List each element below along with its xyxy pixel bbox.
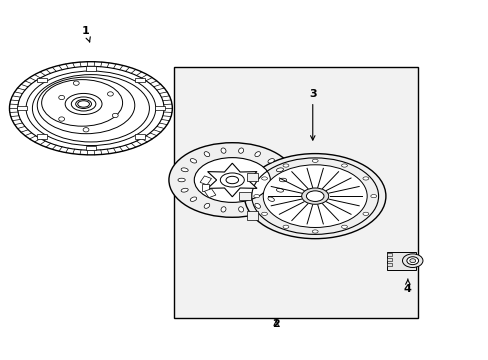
Bar: [386, 253, 391, 256]
Ellipse shape: [362, 212, 368, 215]
Ellipse shape: [283, 225, 288, 228]
Ellipse shape: [370, 194, 376, 198]
Bar: [239, 192, 250, 201]
Text: 2: 2: [272, 319, 280, 329]
Bar: [135, 78, 144, 82]
Ellipse shape: [238, 207, 243, 212]
Ellipse shape: [194, 158, 270, 202]
Ellipse shape: [190, 159, 196, 163]
Ellipse shape: [254, 203, 260, 208]
Ellipse shape: [204, 203, 209, 208]
Ellipse shape: [261, 177, 267, 180]
Text: 4: 4: [403, 279, 411, 294]
Ellipse shape: [283, 164, 288, 167]
Ellipse shape: [301, 188, 328, 204]
Ellipse shape: [306, 191, 324, 202]
Bar: [135, 134, 144, 139]
Bar: [386, 258, 391, 261]
Ellipse shape: [261, 212, 267, 215]
Bar: [204, 189, 215, 198]
Ellipse shape: [204, 152, 209, 157]
Ellipse shape: [341, 225, 346, 228]
Text: 1: 1: [82, 26, 90, 42]
Circle shape: [59, 117, 64, 121]
Ellipse shape: [221, 148, 225, 153]
Bar: [86, 66, 96, 71]
Bar: [246, 211, 258, 220]
Polygon shape: [207, 163, 257, 197]
Ellipse shape: [263, 165, 366, 228]
Ellipse shape: [238, 148, 243, 153]
Ellipse shape: [312, 159, 318, 162]
Ellipse shape: [254, 152, 260, 157]
Ellipse shape: [362, 177, 368, 180]
Circle shape: [112, 113, 118, 118]
Ellipse shape: [312, 230, 318, 233]
Ellipse shape: [178, 178, 185, 182]
Ellipse shape: [244, 154, 385, 239]
Ellipse shape: [267, 159, 274, 163]
Bar: [201, 184, 209, 191]
Ellipse shape: [409, 259, 415, 263]
Bar: [17, 106, 26, 111]
Bar: [246, 173, 258, 181]
Ellipse shape: [279, 178, 286, 182]
Ellipse shape: [181, 188, 188, 192]
Bar: [155, 106, 164, 111]
Bar: [37, 134, 47, 139]
Circle shape: [59, 95, 64, 100]
Ellipse shape: [225, 176, 238, 184]
Bar: [200, 176, 211, 185]
Circle shape: [107, 92, 113, 96]
Ellipse shape: [276, 188, 283, 192]
Ellipse shape: [168, 143, 295, 217]
Ellipse shape: [276, 168, 283, 172]
Ellipse shape: [190, 197, 196, 201]
Circle shape: [73, 81, 79, 85]
Text: 3: 3: [308, 89, 316, 140]
Bar: [86, 146, 96, 150]
Bar: [173, 67, 417, 318]
Ellipse shape: [341, 164, 346, 167]
Ellipse shape: [78, 101, 89, 107]
Bar: [37, 78, 47, 82]
Ellipse shape: [181, 168, 188, 172]
Ellipse shape: [253, 194, 259, 198]
Circle shape: [83, 128, 89, 132]
Ellipse shape: [221, 207, 225, 212]
Ellipse shape: [220, 173, 244, 187]
Ellipse shape: [406, 257, 418, 265]
Bar: [386, 263, 391, 266]
Bar: [386, 252, 415, 270]
Ellipse shape: [15, 65, 166, 152]
Ellipse shape: [168, 143, 295, 217]
Ellipse shape: [267, 197, 274, 201]
Ellipse shape: [402, 254, 422, 267]
